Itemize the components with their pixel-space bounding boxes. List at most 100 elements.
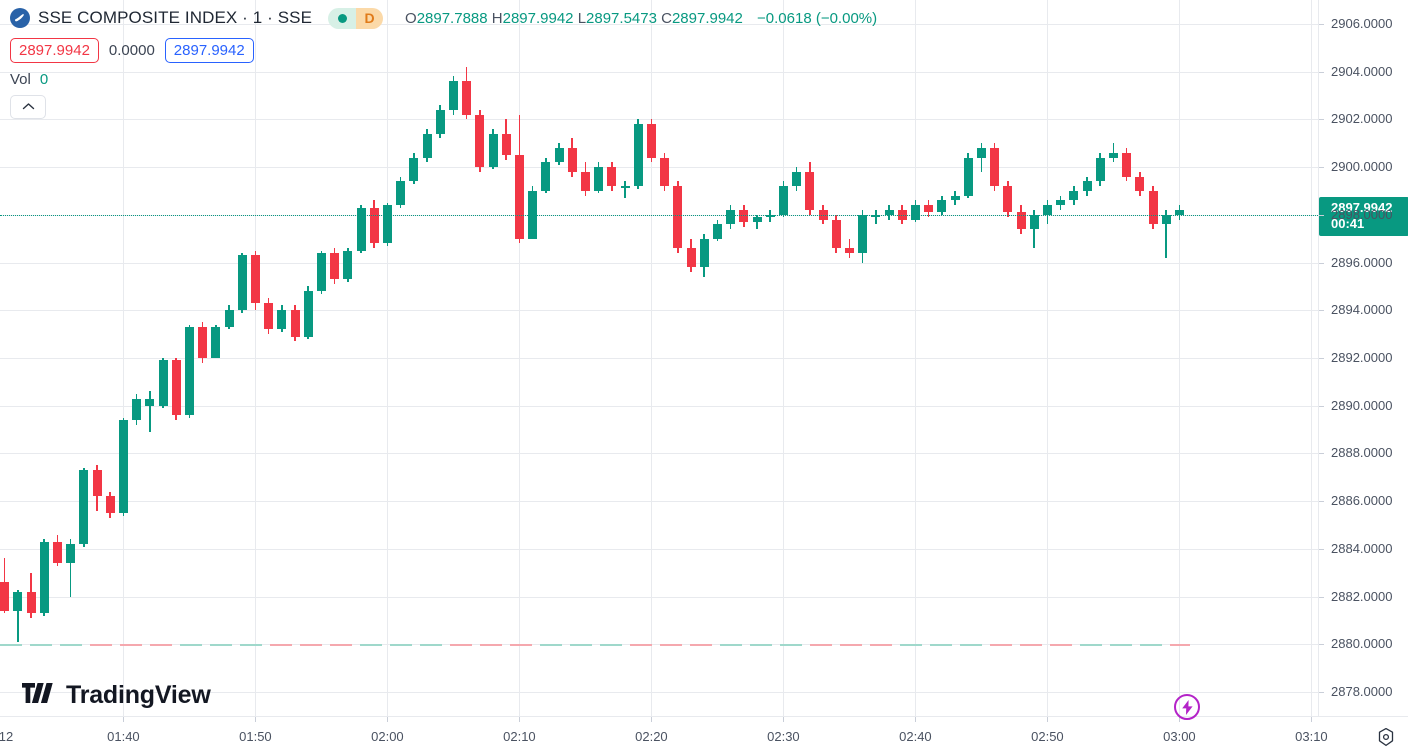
price-axis-tick: 2900.0000 <box>1331 159 1393 175</box>
candle-body <box>1082 181 1092 191</box>
candle-body <box>382 205 392 244</box>
sse-logo-icon <box>10 8 30 28</box>
candle-body <box>1148 190 1158 225</box>
crosshair-target-icon[interactable] <box>1376 727 1396 747</box>
price-axis-tick-mark <box>1319 23 1324 25</box>
tradingview-logo[interactable]: TradingView <box>22 681 211 710</box>
grid-line-horizontal <box>0 23 1318 25</box>
time-axis[interactable]: 01:40 01:50 02:00 02:10 02:20 02:30 02:40 02:50… <box>0 716 1408 756</box>
baseline-dash <box>840 644 862 647</box>
price-axis-tick-mark <box>1319 119 1324 121</box>
candle-body <box>1016 212 1026 230</box>
indicator-badge-lower[interactable]: 2897.9942 <box>164 38 254 63</box>
baseline-dash <box>0 644 22 647</box>
price-axis-tick: 2884.0000 <box>1331 540 1393 556</box>
candle-body <box>858 214 868 253</box>
candle-body <box>488 133 498 168</box>
ohlc-open-value: 2897.7888 <box>416 9 488 27</box>
candle-body <box>594 167 604 191</box>
price-axis-tick-mark <box>1319 548 1324 550</box>
candle-wick <box>875 210 877 225</box>
baseline-dash <box>690 644 712 647</box>
baseline-dash <box>1170 644 1190 647</box>
price-axis-tick: 2878.0000 <box>1331 684 1393 700</box>
price-axis-tick: 2902.0000 <box>1331 111 1393 127</box>
price-axis-tick-mark <box>1319 71 1324 73</box>
candle-body <box>963 157 973 196</box>
grid-line-vertical <box>519 0 521 716</box>
grid-line-horizontal <box>0 405 1318 407</box>
interval-badge-label: D <box>356 7 384 29</box>
ohlc-low-value: 2897.5473 <box>586 9 657 27</box>
candle-body <box>976 147 986 158</box>
candle-body <box>633 124 643 187</box>
candle-body <box>514 155 524 239</box>
candle-body <box>198 326 208 358</box>
baseline-dash <box>180 644 202 647</box>
candle-body <box>937 200 947 213</box>
candle-body <box>541 162 551 191</box>
interval-badge[interactable]: D <box>328 7 384 29</box>
candle-body <box>765 214 775 218</box>
candle-body <box>211 326 221 358</box>
candle-wick <box>624 181 626 199</box>
time-axis-tick: 02:50 <box>1031 729 1064 744</box>
candle-body <box>158 360 168 406</box>
baseline-dash <box>720 644 742 647</box>
baseline-dash <box>90 644 112 647</box>
grid-line-vertical <box>1047 0 1049 716</box>
ohlc-values: O2897.7888 H2897.9942 L2897.5473 C2897.9… <box>405 10 877 27</box>
candle-body <box>712 224 722 239</box>
candle-body <box>580 171 590 191</box>
ohlc-change: −0.0618 (−0.00%) <box>757 9 878 27</box>
baseline-dash <box>1140 644 1162 647</box>
candle-body <box>831 219 841 249</box>
time-axis-tick: 02:00 <box>371 729 404 744</box>
candle-body <box>409 157 419 182</box>
candle-body <box>184 326 194 416</box>
candle-body <box>739 210 749 222</box>
price-axis[interactable]: 2897.9942 00:41 2906.0000 2904.0000 2902.0… <box>1318 0 1408 716</box>
ohlc-high-label: H <box>491 9 503 27</box>
indicator-badge-upper[interactable]: 2897.9942 <box>10 38 99 63</box>
price-axis-tick: 2888.0000 <box>1331 445 1393 461</box>
candle-body <box>13 591 23 611</box>
lightning-bolt-icon[interactable] <box>1174 694 1200 720</box>
current-price-marker[interactable]: 2897.9942 00:41 <box>1319 196 1408 236</box>
price-axis-tick: 2896.0000 <box>1331 254 1393 270</box>
time-axis-tick-mark <box>255 717 257 722</box>
candle-body <box>1003 186 1013 213</box>
price-axis-tick-mark <box>1319 310 1324 312</box>
candle-body <box>343 250 353 280</box>
baseline-dash <box>600 644 622 647</box>
baseline-dash <box>270 644 292 647</box>
candle-body <box>369 207 379 244</box>
baseline-dash <box>300 644 322 647</box>
candle-body <box>0 582 10 611</box>
collapse-pane-button[interactable] <box>10 95 46 119</box>
price-axis-tick-mark <box>1319 596 1324 598</box>
symbol-title[interactable]: SSE COMPOSITE INDEX · 1 · SSE <box>38 8 313 27</box>
baseline-dash <box>360 644 382 647</box>
baseline-dash <box>810 644 832 647</box>
baseline-dash <box>390 644 412 647</box>
candle-wick <box>149 391 151 432</box>
price-axis-tick-mark <box>1319 358 1324 359</box>
baseline-dash <box>1020 644 1042 647</box>
grid-line-vertical <box>915 0 917 716</box>
baseline-dash <box>960 644 982 647</box>
chart-legend: SSE COMPOSITE INDEX · 1 · SSE D O2897.78… <box>10 4 877 119</box>
price-axis-tick-mark <box>1319 644 1324 646</box>
price-axis-tick-mark <box>1319 692 1324 694</box>
candle-body <box>52 541 62 564</box>
time-axis-tick: 02:20 <box>635 729 668 744</box>
tradingview-logo-text: TradingView <box>66 681 211 709</box>
time-axis-tick-mark <box>1311 717 1313 722</box>
candle-body <box>66 544 76 564</box>
market-status-dot <box>337 13 347 23</box>
candle-body <box>26 591 36 614</box>
candle-body <box>686 248 696 268</box>
candle-body <box>132 398 142 421</box>
candle-body <box>990 147 1000 187</box>
price-axis-tick-mark <box>1319 167 1324 169</box>
